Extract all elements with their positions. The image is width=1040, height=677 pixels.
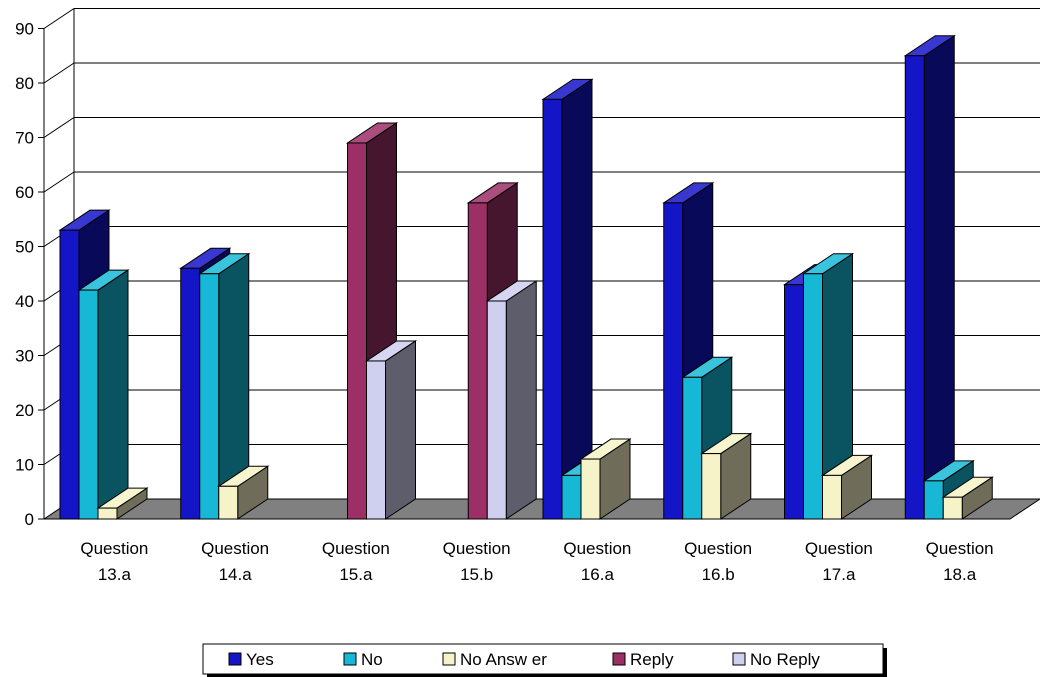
- bar-front-face: [486, 300, 507, 520]
- bar-front-face: [580, 458, 601, 520]
- gridline-side: [43, 62, 75, 84]
- legend-label: Reply: [630, 650, 674, 669]
- bar-front-face: [561, 474, 582, 520]
- bar-side-face: [505, 280, 537, 520]
- y-tick-label: 70: [15, 129, 34, 148]
- x-tick-label-line: Question: [443, 539, 511, 558]
- bar: [801, 252, 855, 520]
- y-tick-label: 40: [15, 292, 34, 311]
- bar: [364, 340, 418, 520]
- x-tick-label-line: 16.a: [581, 565, 615, 584]
- bar: [541, 78, 594, 520]
- legend-swatch: [228, 652, 242, 666]
- bar-side-face: [561, 78, 593, 520]
- x-tick-label-line: Question: [80, 539, 148, 558]
- y-tick-label: 80: [15, 74, 34, 93]
- bar-front-face: [542, 98, 563, 520]
- y-tick-label: 30: [15, 347, 34, 366]
- chart-bars: [58, 34, 994, 520]
- x-tick-label-line: 14.a: [219, 565, 253, 584]
- legend-swatch: [612, 652, 626, 666]
- gridline-side: [43, 8, 75, 29]
- x-tick-label: Question 16.a: [563, 539, 631, 584]
- x-tick-label: Question 13.a: [80, 539, 148, 584]
- x-tick-label-line: 13.a: [98, 565, 132, 584]
- bar-front-face: [803, 273, 823, 520]
- x-tick-label-line: 15.b: [460, 565, 493, 584]
- bar-front-face: [784, 284, 804, 520]
- bar: [700, 432, 753, 520]
- bar: [579, 438, 632, 520]
- legend-label: No Reply: [750, 650, 820, 669]
- bar-front-face: [366, 360, 386, 520]
- chart-legend: Yes No No Answ er Reply No Reply: [202, 643, 887, 677]
- x-tick-label-line: Question: [201, 539, 269, 558]
- gridline-side: [43, 171, 75, 193]
- bar-side-face: [385, 340, 416, 520]
- x-tick-label: Question 15.b: [443, 539, 511, 584]
- bar: [96, 487, 149, 520]
- x-tick-label: Question 14.a: [201, 539, 269, 584]
- legend-swatch: [442, 652, 456, 666]
- legend-label: No Answ er: [460, 650, 547, 669]
- legend-box: [202, 643, 884, 675]
- x-tick-label-line: 16.b: [702, 565, 735, 584]
- x-tick-label: Question 15.a: [322, 539, 390, 584]
- bar-front-face: [97, 507, 118, 520]
- bar-front-face: [59, 229, 80, 520]
- x-tick-label-line: 17.a: [822, 565, 856, 584]
- y-tick-label: 10: [15, 456, 34, 475]
- y-tick-label: 20: [15, 401, 34, 420]
- y-tick-label: 0: [25, 510, 34, 529]
- bar-front-face: [347, 142, 367, 520]
- legend-label: No: [361, 650, 383, 669]
- bar: [922, 459, 975, 520]
- bar-front-face: [923, 480, 944, 520]
- bar: [77, 269, 130, 520]
- x-tick-label: Question 16.b: [684, 539, 752, 584]
- bar: [198, 252, 251, 520]
- bar-front-face: [199, 273, 220, 520]
- gridline-side: [43, 117, 75, 138]
- bar: [217, 465, 270, 520]
- y-axis: 0 10 20 30 40 50 60 70 80 90: [15, 20, 45, 529]
- bar-side-face: [923, 34, 955, 520]
- bar-front-face: [904, 55, 925, 520]
- bar-front-face: [180, 267, 201, 520]
- bar-front-face: [701, 453, 722, 520]
- bar-front-face: [218, 485, 239, 520]
- x-tick-label: Question 17.a: [805, 539, 873, 584]
- legend-swatch: [732, 652, 746, 666]
- legend-swatch: [343, 652, 357, 666]
- x-tick-label-line: 15.a: [339, 565, 373, 584]
- bar-front-face: [78, 289, 99, 520]
- x-tick-label-line: Question: [684, 539, 752, 558]
- y-tick-label: 60: [15, 183, 34, 202]
- bar-front-face: [663, 202, 684, 520]
- x-tick-label: Question 18.a: [926, 539, 994, 584]
- bar: [941, 476, 994, 520]
- bar-side-face: [97, 269, 129, 520]
- x-tick-label-line: 18.a: [943, 565, 977, 584]
- y-tick-label: 50: [15, 238, 34, 257]
- bar-front-face: [822, 474, 842, 520]
- bar-front-face: [467, 202, 488, 520]
- x-tick-label-line: Question: [805, 539, 873, 558]
- bar-front-face: [942, 496, 963, 520]
- y-tick-label: 90: [15, 20, 34, 39]
- bar: [903, 34, 956, 520]
- legend-label: Yes: [246, 650, 274, 669]
- x-tick-label-line: Question: [322, 539, 390, 558]
- bar: [485, 280, 538, 520]
- bar: [820, 454, 874, 520]
- x-tick-label-line: Question: [926, 539, 994, 558]
- bar-front-face: [682, 376, 703, 520]
- x-tick-label-line: Question: [563, 539, 631, 558]
